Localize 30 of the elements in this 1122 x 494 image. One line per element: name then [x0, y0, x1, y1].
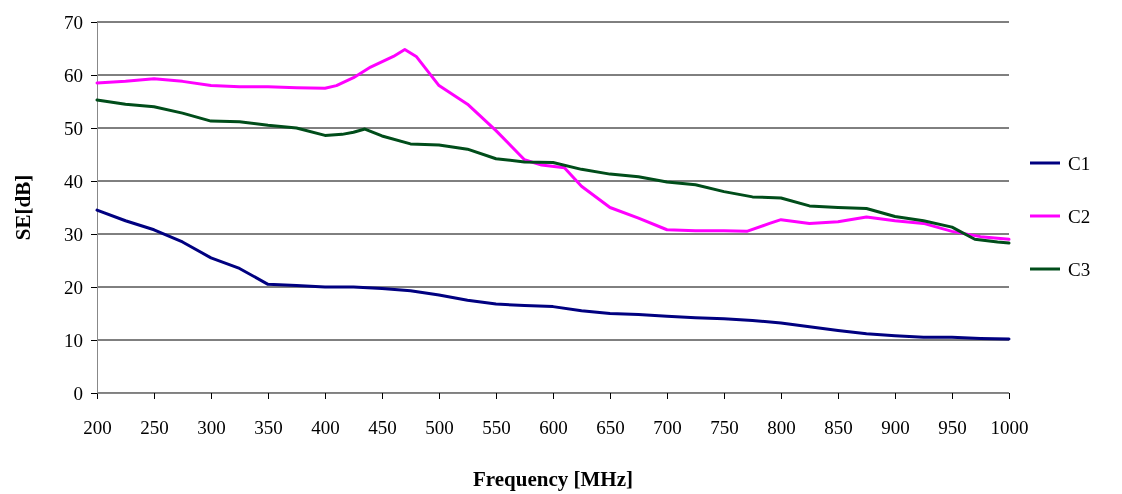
x-tick-label: 800 — [767, 417, 796, 439]
x-tick-label: 900 — [881, 417, 910, 439]
y-tick-label: 0 — [73, 382, 83, 404]
legend-label: C3 — [1068, 259, 1091, 280]
y-tick-label: 60 — [64, 64, 83, 86]
legend-label: C1 — [1068, 153, 1091, 174]
y-tick-label: 40 — [64, 170, 83, 192]
x-tick-label: 500 — [425, 417, 454, 439]
x-axis-title: Frequency [MHz] — [473, 467, 633, 491]
x-tick-label: 400 — [311, 417, 340, 439]
y-tick-label: 50 — [64, 117, 83, 139]
x-tick-label: 850 — [824, 417, 853, 439]
x-tick-label: 250 — [140, 417, 169, 439]
x-tick-label: 350 — [254, 417, 283, 439]
y-axis-title: SE[dB] — [11, 174, 35, 241]
x-tick-label: 550 — [482, 417, 511, 439]
x-tick-label: 650 — [596, 417, 625, 439]
x-tick-label: 450 — [368, 417, 397, 439]
x-tick-label: 950 — [938, 417, 967, 439]
legend-label: C2 — [1068, 206, 1091, 227]
y-tick-label: 20 — [64, 276, 83, 298]
x-tick-label: 700 — [653, 417, 682, 439]
x-tick-label: 300 — [197, 417, 226, 439]
x-tick-label: 200 — [83, 417, 112, 439]
y-tick-label: 30 — [64, 223, 83, 245]
x-tick-label: 600 — [539, 417, 568, 439]
x-tick-label: 1000 — [990, 417, 1029, 439]
y-tick-label: 10 — [64, 329, 83, 351]
y-tick-label: 70 — [64, 11, 83, 33]
x-tick-label: 750 — [710, 417, 739, 439]
